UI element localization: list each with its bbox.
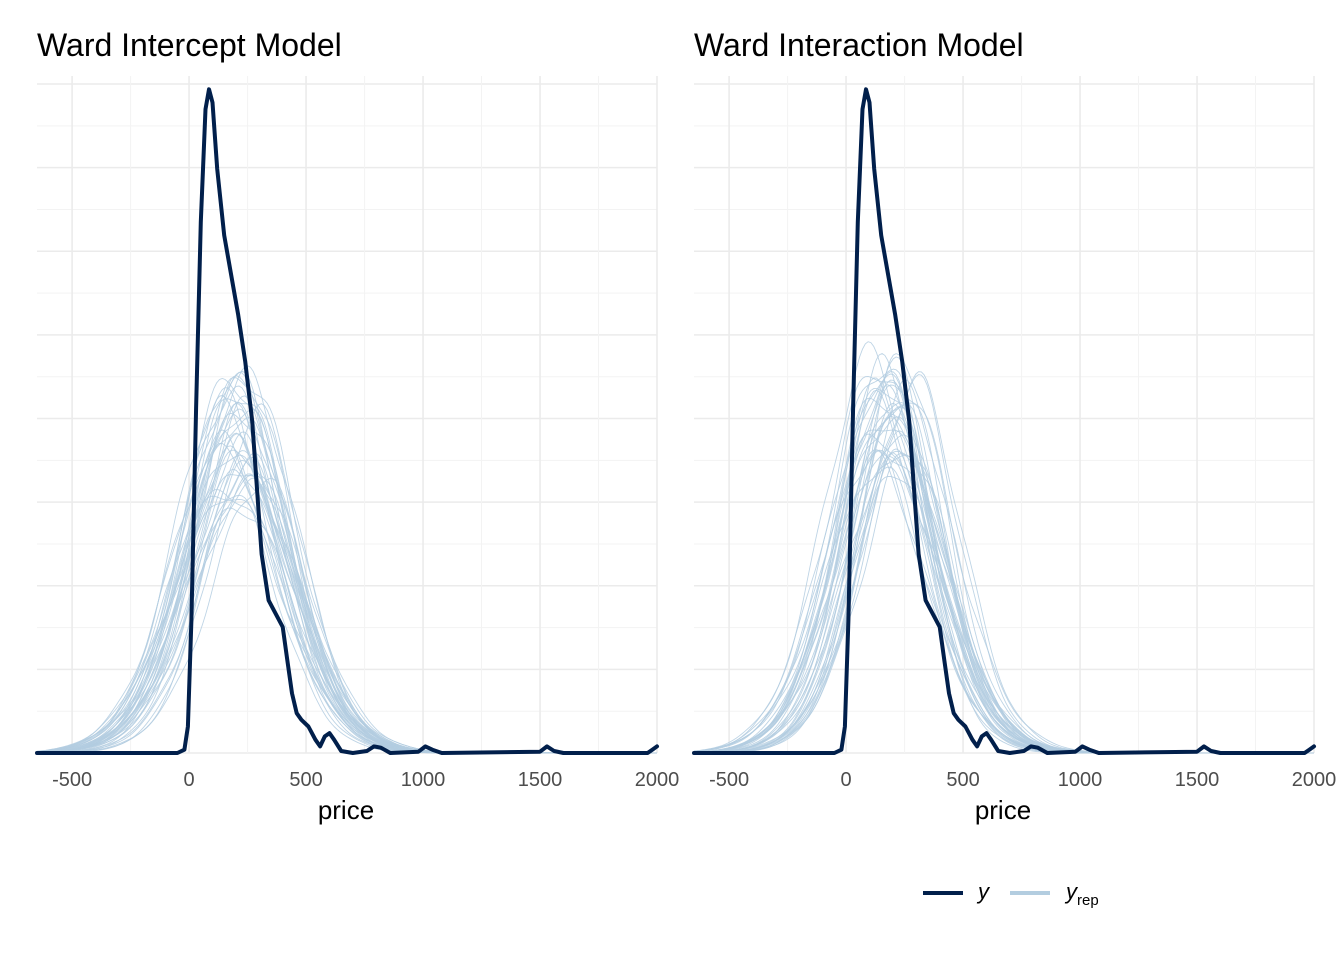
yrep-draw-line [37, 478, 658, 754]
yrep-draw-line [693, 371, 1314, 754]
y-series [692, 87, 1316, 755]
x-tick-label: -500 [52, 769, 92, 791]
yrep-draw-line [693, 379, 1315, 754]
legend-label-yrep-subscript: rep [1077, 892, 1099, 909]
legend-label-yrep: yrep [1064, 879, 1099, 909]
grid [37, 76, 658, 754]
y-series [35, 87, 659, 755]
legend: y yrep [923, 879, 1099, 909]
x-axis-title: price [318, 795, 374, 825]
x-tick-labels: -500 0 500 1000 1500 2000 [52, 769, 679, 791]
x-axis-title: price [975, 795, 1031, 825]
x-tick-label: 0 [841, 769, 852, 791]
x-tick-label: -500 [709, 769, 749, 791]
yrep-draw-line [36, 495, 658, 754]
x-tick-label: 1500 [518, 769, 563, 791]
x-tick-label: 2000 [1292, 769, 1337, 791]
yrep-series [693, 341, 1315, 754]
panel-title: Ward Interaction Model [694, 27, 1024, 63]
x-tick-label: 500 [289, 769, 322, 791]
yrep-draw-line [36, 376, 658, 754]
x-tick-label: 1000 [1058, 769, 1103, 791]
yrep-series [36, 365, 658, 754]
legend-label-yrep-main: y [1064, 879, 1079, 904]
yrep-draw-line [693, 371, 1315, 754]
x-tick-label: 1500 [1175, 769, 1220, 791]
x-tick-label: 1000 [401, 769, 446, 791]
x-tick-label: 0 [184, 769, 195, 791]
x-tick-labels: -500 0 500 1000 1500 2000 [709, 769, 1336, 791]
y-density-line [692, 87, 1316, 755]
y-density-line [35, 87, 659, 755]
panel-intercept-model: Ward Intercept Model -500 0 500 1000 1500 200… [35, 27, 679, 825]
panel-title: Ward Intercept Model [37, 27, 342, 63]
legend-label-y: y [976, 879, 991, 904]
yrep-draw-line [693, 384, 1315, 754]
yrep-draw-line [694, 466, 1314, 754]
x-tick-label: 500 [946, 769, 979, 791]
grid [694, 76, 1315, 754]
panel-interaction-model: Ward Interaction Model -500 0 500 1000 1500 2… [692, 27, 1336, 825]
x-tick-label: 2000 [635, 769, 680, 791]
